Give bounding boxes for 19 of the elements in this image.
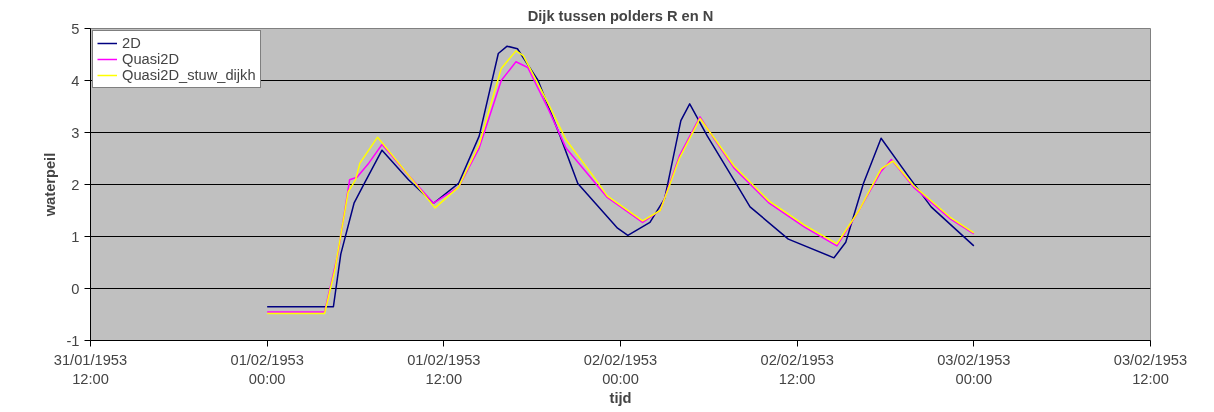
x-axis-title: tijd — [609, 389, 632, 406]
legend-label: Quasi2D_stuw_dijkh — [122, 67, 256, 83]
legend-label: 2D — [122, 35, 142, 51]
y-axis-title: waterpeil — [42, 152, 59, 218]
y-tick-label: 0 — [71, 280, 80, 297]
y-tick-label: 2 — [71, 176, 80, 193]
x-tick-label: 02/02/1953 12:00 — [760, 351, 834, 387]
x-tick-label: 03/02/1953 12:00 — [1113, 351, 1188, 387]
x-tick-label: 03/02/1953 00:00 — [937, 351, 1011, 387]
x-tick-label: 01/02/1953 12:00 — [407, 351, 481, 387]
y-tick-label: 4 — [71, 72, 80, 89]
y-tick-label: -1 — [66, 332, 80, 349]
y-tick-label: 5 — [71, 20, 80, 37]
x-tick-label: 01/02/1953 00:00 — [230, 351, 304, 387]
legend-label: Quasi2D — [122, 51, 180, 67]
y-tick-label: 1 — [71, 228, 80, 245]
x-tick-label: 31/01/1953 12:00 — [53, 351, 128, 387]
y-tick-label: 3 — [71, 124, 80, 141]
chart-title: Dijk tussen polders R en N — [527, 7, 714, 24]
